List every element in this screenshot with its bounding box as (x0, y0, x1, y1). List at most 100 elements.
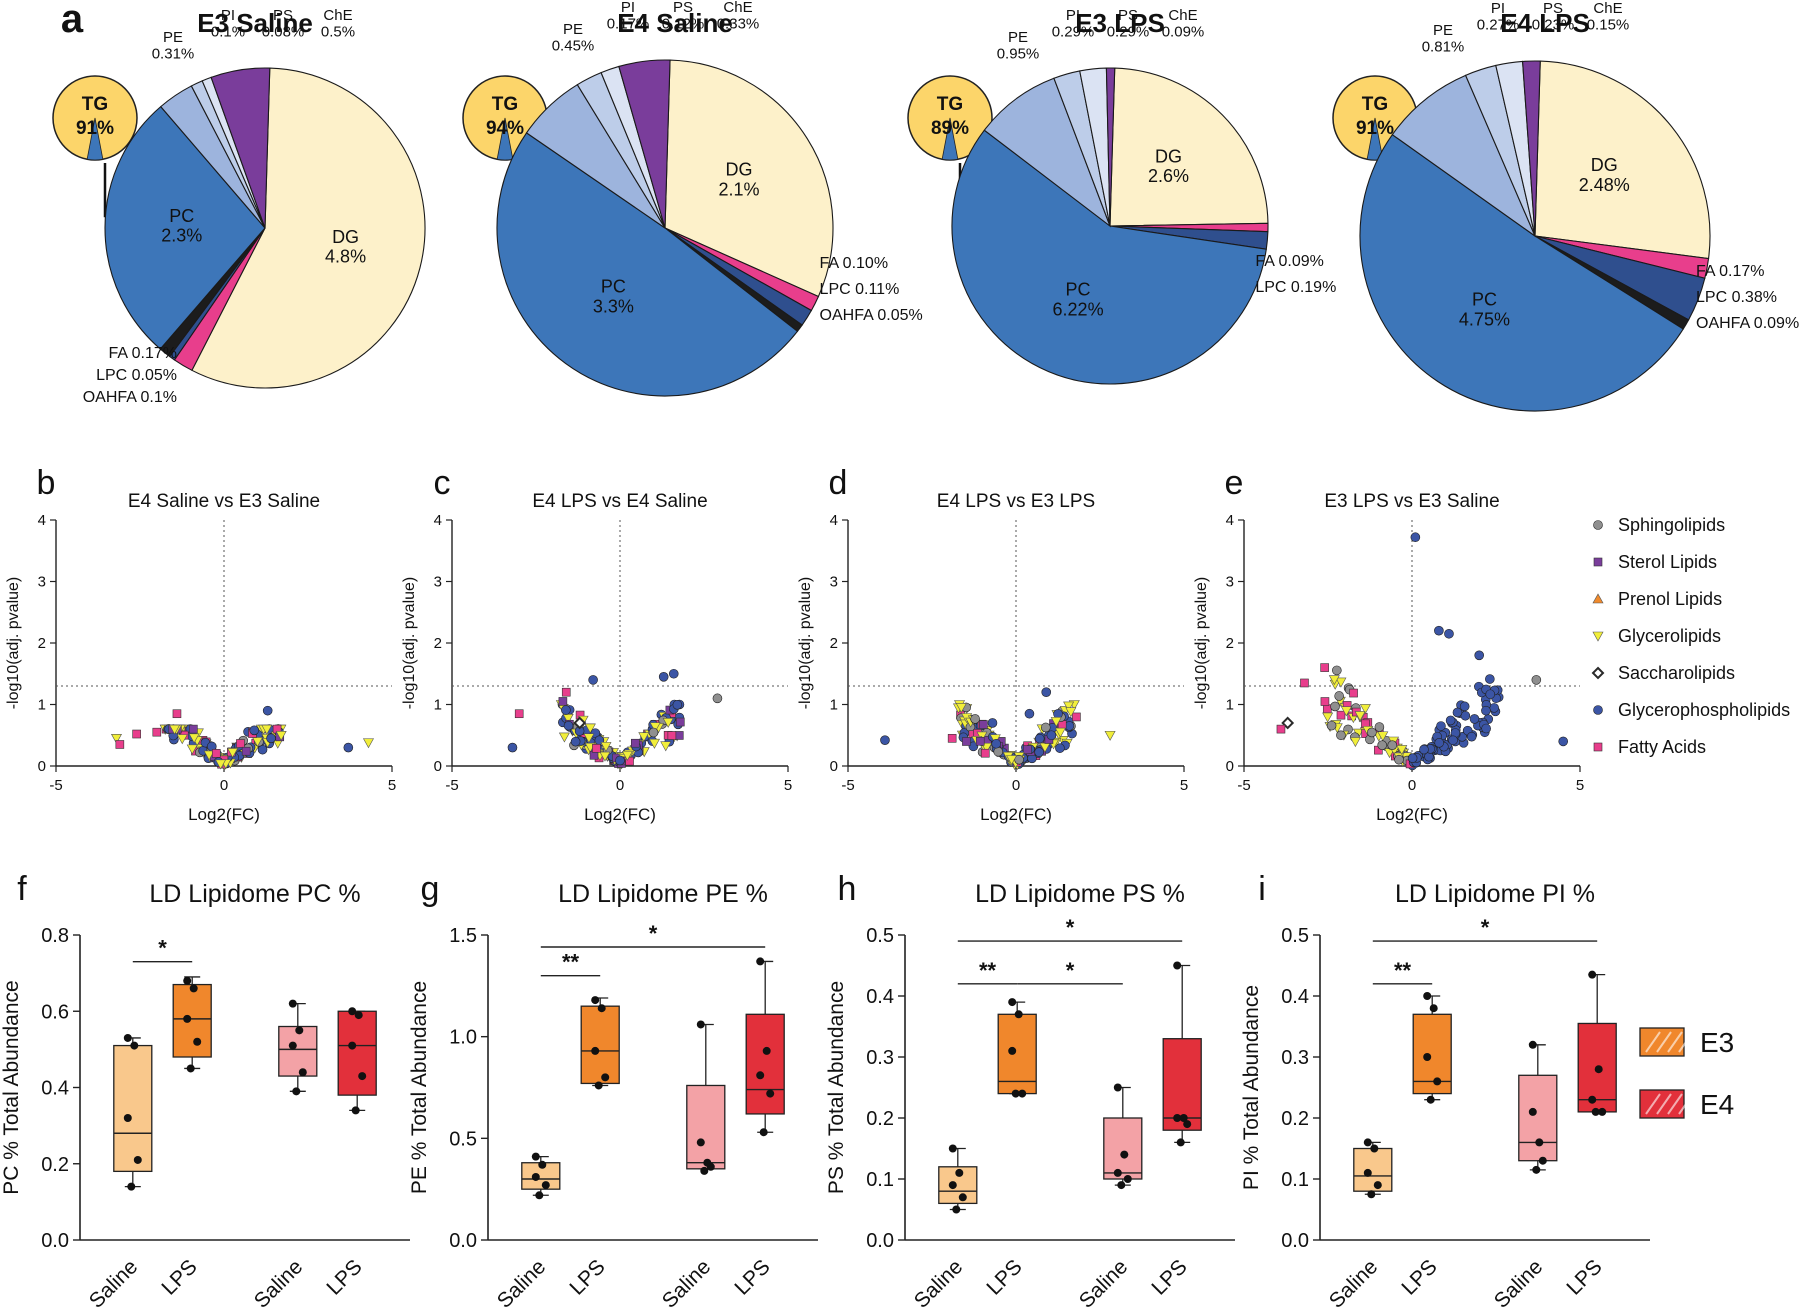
point-glycerophospholipids (668, 668, 679, 679)
x-axis-label: Log2(FC) (188, 805, 260, 824)
slice-label-pc-line: 2.3% (161, 226, 202, 246)
data-point (541, 1181, 550, 1190)
pie-slice-che (1105, 67, 1116, 227)
point-glycerophospholipids (987, 718, 998, 728)
point-sterol-lipids (241, 746, 251, 756)
point-fatty-acids (667, 731, 677, 740)
slice-label-ps-line: 0.23% (1532, 17, 1575, 34)
data-point (292, 1087, 301, 1096)
y-tick-label: 1.5 (449, 925, 477, 947)
point-glycerophospholipids (1041, 687, 1052, 698)
point-glycerophospholipids (588, 675, 598, 685)
y-tick-label: 0 (434, 758, 442, 775)
y-tick-label: 0.0 (1281, 1230, 1309, 1252)
box-legend: E3 E4 (1639, 1027, 1734, 1120)
point-glycerolipids (1349, 737, 1361, 748)
slice-label-pi: PI 0.29% (1052, 7, 1095, 41)
point-glycerophospholipids (1024, 708, 1035, 719)
slice-label-che: ChE 0.5% (321, 7, 355, 41)
y-tick-label: 3 (1226, 574, 1234, 591)
y-tick-label: 1 (434, 697, 442, 714)
pie-title: E4 LPS (1500, 8, 1590, 38)
tg-value: 89% (931, 118, 969, 139)
point-glycerolipids (1377, 731, 1389, 742)
point-saccharolipids (1591, 666, 1605, 680)
data-point (189, 984, 198, 993)
legend-label: Glycerolipids (1618, 626, 1721, 646)
x-tick-label: Saline (85, 1255, 143, 1313)
point-glycerophospholipids (1444, 628, 1454, 639)
point-glycerolipids (252, 737, 264, 748)
point-glycerophospholipids (1053, 709, 1063, 719)
data-point (1123, 1175, 1132, 1183)
legend-label: Sterol Lipids (1618, 552, 1717, 572)
hatch-line (1667, 1031, 1683, 1053)
point-glycerolipids (1396, 745, 1408, 756)
box-E4_saline (686, 1084, 726, 1170)
data-point (1176, 1138, 1185, 1147)
slice-label-ps-line: PS (673, 0, 693, 16)
pie-slice-che (210, 67, 271, 229)
y-tick-label: 3 (434, 574, 442, 591)
x-tick-label: 5 (388, 777, 396, 794)
point-sphingolipids (1387, 740, 1398, 750)
hatch-line (1645, 1093, 1661, 1115)
pie-title: E4 Saline (617, 8, 733, 38)
box-E3_saline (1353, 1147, 1393, 1192)
significance-label: * (158, 936, 167, 961)
point-sphingolipids (993, 746, 1004, 757)
data-point (594, 1081, 603, 1090)
slice-label-dg: DG 2.6% (1148, 146, 1189, 186)
x-tick-label: 0 (1408, 777, 1416, 794)
tg-label: TG (82, 94, 108, 115)
legend-label: Glycerophospholipids (1618, 700, 1790, 720)
data-point (123, 1033, 132, 1042)
slice-label-pc-line: PC (601, 276, 626, 296)
data-point (1528, 1040, 1537, 1049)
slice-label-lpc: LPC 0.05% (96, 367, 177, 384)
data-point (696, 1138, 705, 1147)
point-fatty-acids (514, 709, 524, 719)
y-tick-label: 2 (38, 635, 46, 652)
slice-label-pc-line: 4.75% (1459, 309, 1510, 329)
point-glycerolipids (600, 742, 612, 753)
point-glycerophospholipids (1445, 715, 1456, 726)
x-tick-label: 5 (1576, 777, 1584, 794)
x-tick-label: 0 (220, 777, 228, 794)
legend-label: Fatty Acids (1618, 737, 1706, 757)
y-tick-label: 0.0 (866, 1230, 894, 1252)
point-glycerophospholipids (1459, 701, 1470, 712)
data-point (1588, 1095, 1597, 1104)
data-point (531, 1172, 540, 1181)
data-point (288, 999, 297, 1008)
point-glycerophospholipids (1474, 650, 1484, 661)
y-tick-label: 0 (1226, 758, 1234, 775)
data-point (1426, 1095, 1435, 1104)
data-point (1423, 1053, 1432, 1061)
box-title: LD Lipidome PI % (1395, 880, 1595, 908)
legend-label: Sphingolipids (1618, 515, 1725, 535)
y-tick-label: 1 (38, 697, 46, 714)
point-glycerolipids (227, 748, 239, 759)
slice-label-oahfa: OAHFA 0.09% (1696, 315, 1799, 332)
point-glycerolipids (660, 741, 672, 752)
data-point (193, 1037, 202, 1046)
box-E4_lps (1162, 1038, 1202, 1131)
slice-label-pc-line: PC (169, 206, 194, 226)
pie-slice-pc (104, 105, 266, 350)
y-tick-label: 2 (830, 635, 838, 652)
slice-label-pi-line: 0.27% (1477, 17, 1520, 34)
slice-label-pc-line: PC (1472, 290, 1497, 310)
point-fatty-acids (132, 729, 141, 739)
point-glycerophospholipids (561, 705, 571, 715)
point-glycerolipids (215, 759, 227, 770)
point-glycerolipids (662, 718, 674, 728)
data-point (597, 1004, 606, 1013)
point-fatty-acids (1322, 704, 1332, 714)
legend-label: E3 (1700, 1027, 1734, 1058)
box-plots-row: f LD Lipidome PC % 0.0 0.2 0.4 0.6 0.8 PC % Tot… (0, 870, 1734, 1313)
slice-label-ps-line: PS (1543, 0, 1563, 17)
